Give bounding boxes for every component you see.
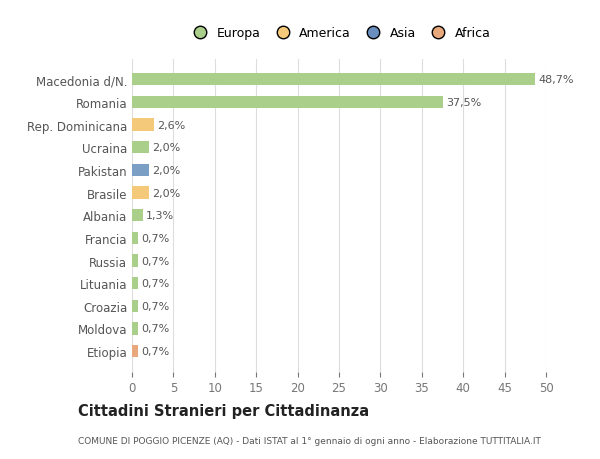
Text: 0,7%: 0,7% bbox=[141, 256, 169, 266]
Text: 0,7%: 0,7% bbox=[141, 347, 169, 356]
Bar bbox=[132, 232, 138, 245]
Bar bbox=[132, 323, 138, 335]
Text: 0,7%: 0,7% bbox=[141, 279, 169, 289]
Text: 0,7%: 0,7% bbox=[141, 301, 169, 311]
Bar bbox=[132, 300, 138, 313]
Bar bbox=[132, 142, 149, 154]
Bar bbox=[132, 119, 154, 132]
Text: 0,7%: 0,7% bbox=[141, 233, 169, 243]
Legend: Europa, America, Asia, Africa: Europa, America, Asia, Africa bbox=[182, 22, 496, 45]
Bar bbox=[132, 74, 535, 86]
Text: COMUNE DI POGGIO PICENZE (AQ) - Dati ISTAT al 1° gennaio di ogni anno - Elaboraz: COMUNE DI POGGIO PICENZE (AQ) - Dati IST… bbox=[78, 436, 541, 445]
Text: 2,0%: 2,0% bbox=[152, 143, 180, 153]
Bar bbox=[132, 255, 138, 267]
Bar bbox=[132, 164, 149, 177]
Text: 1,3%: 1,3% bbox=[146, 211, 174, 221]
Bar bbox=[132, 277, 138, 290]
Bar bbox=[132, 209, 143, 222]
Text: 2,6%: 2,6% bbox=[157, 120, 185, 130]
Text: 37,5%: 37,5% bbox=[446, 98, 481, 108]
Text: 2,0%: 2,0% bbox=[152, 188, 180, 198]
Bar bbox=[132, 96, 443, 109]
Text: 48,7%: 48,7% bbox=[539, 75, 574, 85]
Bar bbox=[132, 345, 138, 358]
Text: Cittadini Stranieri per Cittadinanza: Cittadini Stranieri per Cittadinanza bbox=[78, 403, 369, 419]
Text: 0,7%: 0,7% bbox=[141, 324, 169, 334]
Bar bbox=[132, 187, 149, 199]
Text: 2,0%: 2,0% bbox=[152, 166, 180, 175]
